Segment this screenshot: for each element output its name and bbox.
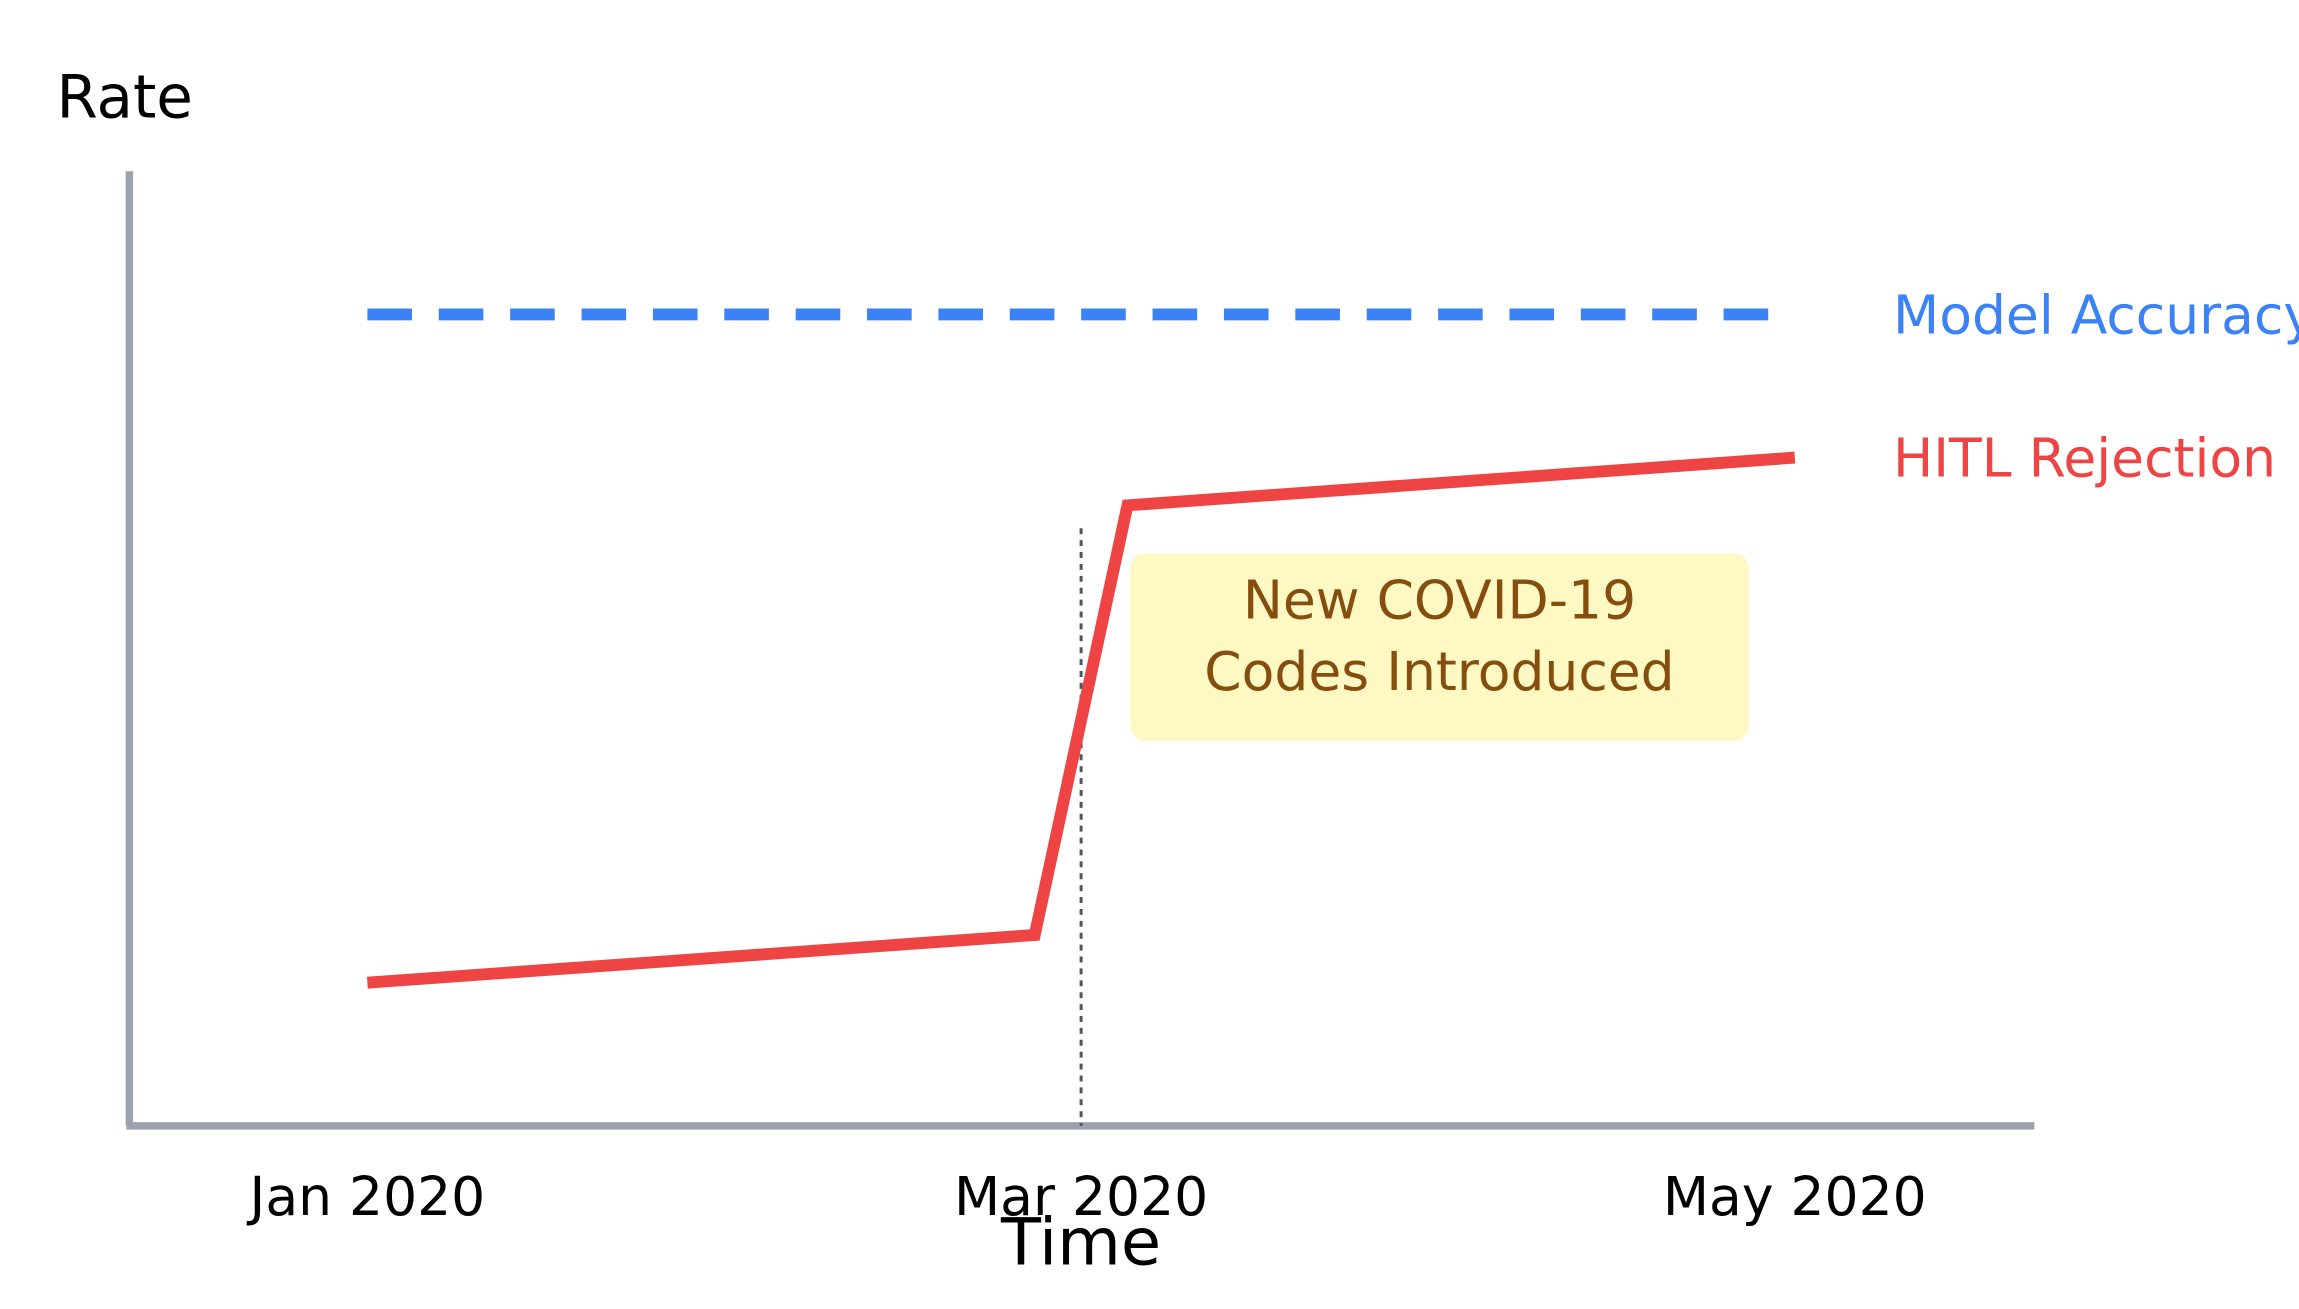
annotation-box — [1130, 553, 1749, 741]
legend-label: Model Accuracy — [1893, 284, 2299, 347]
series-line — [366, 451, 1796, 989]
annotation-text: Codes Introduced — [1204, 640, 1674, 703]
legend-label: HITL Rejection — [1893, 427, 2276, 490]
x-tick-label: May 2020 — [1663, 1165, 1927, 1228]
y-axis-label: Rate — [57, 63, 193, 132]
x-axis-label: Time — [1000, 1204, 1161, 1280]
x-tick-label: Mar 2020 — [954, 1165, 1208, 1228]
plot-layer: Rate Jan 2020 Mar 2020 May 2020 Model Accur… — [57, 63, 2299, 1280]
x-tick-label: Jan 2020 — [247, 1165, 486, 1228]
annotation-text: New COVID-19 — [1243, 569, 1636, 632]
